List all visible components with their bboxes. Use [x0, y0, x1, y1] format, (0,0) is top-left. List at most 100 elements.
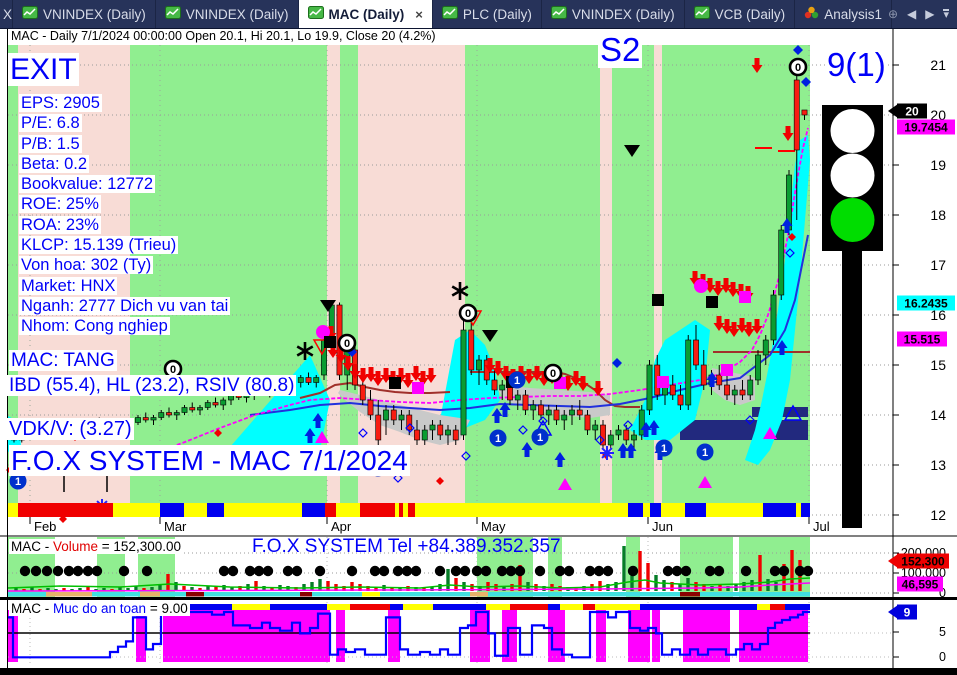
- candlesticks: [11, 75, 808, 450]
- move-icon[interactable]: ⊕: [887, 7, 898, 21]
- candle: [677, 394, 684, 406]
- fox-system-banner: F.O.X SYSTEM - MAC 7/1/2024: [9, 445, 410, 476]
- info-line: P/E: 6.8: [19, 114, 82, 133]
- candle: [561, 414, 568, 421]
- svg-text:20: 20: [930, 107, 946, 123]
- candle: [499, 384, 506, 391]
- indicator-readout: IBD (55.4), HL (23.2), RSIV (80.8): [7, 375, 297, 396]
- candle: [173, 412, 180, 416]
- tab-mac-daily-[interactable]: MAC (Daily) ×: [298, 0, 433, 28]
- tab-nav-icons: ⊕ ◀ ▶ ▾: [880, 0, 957, 28]
- svg-text:0: 0: [795, 62, 801, 74]
- info-line: Nganh: 2777 Dich vu van tai: [19, 296, 231, 315]
- candle: [452, 429, 459, 441]
- candle: [166, 412, 172, 416]
- candle: [142, 417, 149, 421]
- candle: [212, 402, 219, 406]
- svg-text:May: May: [481, 519, 506, 534]
- next-tab-icon[interactable]: ▶: [925, 7, 935, 21]
- signal-count-label: 9(1): [825, 46, 888, 83]
- svg-text:12: 12: [930, 507, 946, 523]
- svg-text:152,300: 152,300: [901, 555, 945, 569]
- candle: [204, 402, 211, 408]
- svg-text:1: 1: [661, 443, 667, 455]
- info-line: EPS: 2905: [19, 94, 102, 112]
- info-line: ROE: 25%: [19, 195, 101, 214]
- candle: [538, 404, 544, 416]
- candle: [592, 424, 599, 431]
- candle: [390, 409, 397, 421]
- tab-analysis1[interactable]: Analysis1: [795, 0, 892, 28]
- candle: [770, 294, 777, 341]
- svg-text:Mar: Mar: [164, 519, 187, 534]
- svg-text:Jul: Jul: [813, 519, 830, 534]
- tab-bar: X (Daily) VNINDEX (Daily) VNINDEX (Daily) M…: [0, 0, 957, 29]
- candle: [693, 339, 699, 366]
- candle: [669, 384, 676, 396]
- svg-text:9: 9: [904, 606, 911, 620]
- tab-label: Analysis1: [824, 6, 882, 22]
- prev-tab-icon[interactable]: ◀: [907, 7, 917, 21]
- candle: [158, 412, 165, 418]
- traffic-light: [822, 105, 883, 528]
- s2-label: S2: [598, 31, 643, 68]
- svg-text:19.7454: 19.7454: [904, 121, 948, 135]
- candle: [545, 409, 552, 416]
- candle: [530, 404, 537, 411]
- svg-text:14: 14: [930, 407, 946, 423]
- chart-title: MAC - Daily 7/1/2024 00:00:00 Open 20.1,…: [9, 29, 438, 43]
- candle: [607, 434, 614, 446]
- tab-label: MAC (Daily): [328, 6, 405, 22]
- candle: [398, 414, 405, 421]
- svg-text:16: 16: [930, 307, 946, 323]
- svg-text:1: 1: [15, 476, 21, 488]
- tab-plc-daily-[interactable]: PLC (Daily): [433, 0, 542, 28]
- candle: [623, 429, 630, 441]
- candle: [747, 379, 754, 396]
- svg-text:0: 0: [465, 308, 471, 320]
- svg-text:46,595: 46,595: [902, 578, 939, 592]
- info-line: Bookvalue: 12772: [19, 175, 156, 194]
- candle: [437, 424, 444, 436]
- candle: [739, 389, 746, 396]
- svg-text:Apr: Apr: [331, 519, 352, 534]
- candle: [476, 359, 482, 371]
- tab-vcb-daily-[interactable]: VCB (Daily): [685, 0, 796, 28]
- tab-vnindex-daily-[interactable]: VNINDEX (Daily): [542, 0, 685, 28]
- analysis-icon: [804, 6, 819, 23]
- candle: [514, 394, 521, 401]
- tab-x-daily-[interactable]: X (Daily): [0, 0, 13, 28]
- info-line: Beta: 0.2: [19, 154, 90, 173]
- tab-label: VNINDEX (Daily): [43, 6, 146, 22]
- tab-vnindex-daily-[interactable]: VNINDEX (Daily): [13, 0, 156, 28]
- candle: [460, 329, 467, 436]
- candle: [615, 429, 622, 436]
- chart-icon: [441, 6, 458, 22]
- candle: [576, 409, 583, 416]
- candle: [793, 79, 800, 151]
- svg-text:0: 0: [550, 368, 556, 380]
- candle: [700, 364, 707, 386]
- tab-list-icon[interactable]: ▾: [943, 9, 949, 21]
- candle: [367, 399, 374, 416]
- tab-close-icon[interactable]: ×: [415, 6, 423, 22]
- tab-label: VCB (Daily): [714, 6, 786, 22]
- timeline-strip: Feb Mar Apr May Jun Jul: [8, 503, 830, 534]
- svg-text:0: 0: [939, 650, 946, 664]
- svg-text:1: 1: [537, 432, 543, 444]
- candle: [406, 414, 413, 431]
- tab-strip: X (Daily) VNINDEX (Daily) VNINDEX (Daily) M…: [0, 0, 892, 28]
- candle: [553, 409, 560, 421]
- svg-text:17: 17: [930, 257, 946, 273]
- chart-icon: [550, 6, 567, 22]
- tab-label: VNINDEX (Daily): [571, 6, 675, 22]
- candle: [522, 394, 529, 411]
- candle: [801, 109, 808, 116]
- candle: [646, 364, 653, 411]
- tab-vnindex-daily-[interactable]: VNINDEX (Daily): [156, 0, 299, 28]
- candle: [638, 409, 645, 436]
- candle: [383, 409, 389, 421]
